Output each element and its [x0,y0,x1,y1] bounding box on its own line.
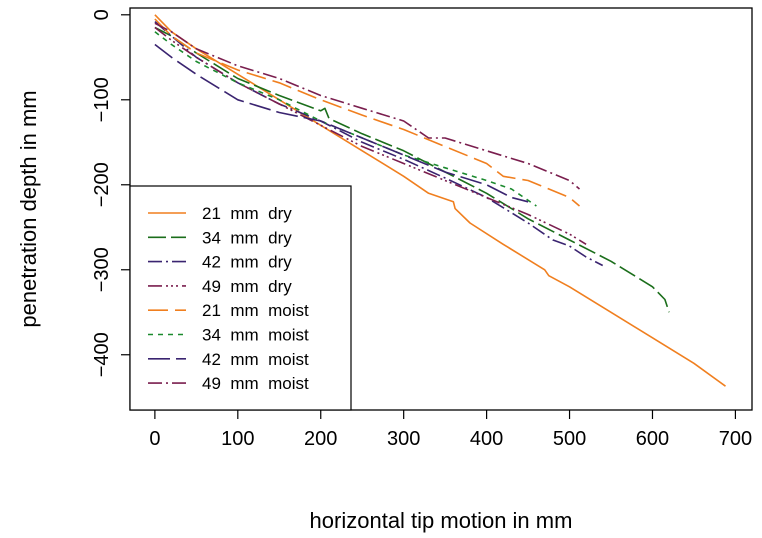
series-line-0 [154,14,726,387]
series-layer [154,14,726,387]
x-tick-label: 700 [719,428,752,450]
series-line-7 [154,22,581,190]
x-tick-label: 400 [470,428,503,450]
y-axis: 0 −100 −200 −300 −400 [91,9,130,377]
x-axis-label: horizontal tip motion in mm [310,508,573,533]
legend: 21 mm dry 34 mm dry 42 mm dry 49 mm dry 21 m… [129,185,352,411]
x-tick-label: 500 [553,428,586,450]
legend-label-7: 49 mm moist [202,374,309,393]
x-tick-label: 600 [636,428,669,450]
series-line-3 [154,26,587,245]
legend-label-1: 34 mm dry [202,228,292,247]
series-line-1 [154,26,670,313]
y-tick-label: 0 [91,9,113,20]
legend-label-5: 34 mm moist [202,326,309,345]
y-tick-label: −300 [91,247,113,292]
x-tick-label: 100 [221,428,254,450]
y-tick-label: −400 [91,332,113,377]
x-tick-label: 0 [149,428,160,450]
series-line-4 [154,18,581,207]
y-tick-label: −100 [91,77,113,122]
legend-label-4: 21 mm moist [202,301,309,320]
x-axis: 0 100 200 300 400 500 600 700 [149,410,752,450]
legend-label-0: 21 mm dry [202,204,292,223]
series-line-2 [154,20,604,267]
x-tick-label: 200 [304,428,337,450]
legend-label-2: 42 mm dry [202,253,292,272]
y-axis-label: penetration depth in mm [16,90,41,327]
legend-label-3: 49 mm dry [202,277,292,296]
legend-box [129,185,352,411]
series-line-6 [154,43,529,203]
legend-label-6: 42 mm moist [202,350,309,369]
x-tick-label: 300 [387,428,420,450]
y-tick-label: −200 [91,162,113,207]
